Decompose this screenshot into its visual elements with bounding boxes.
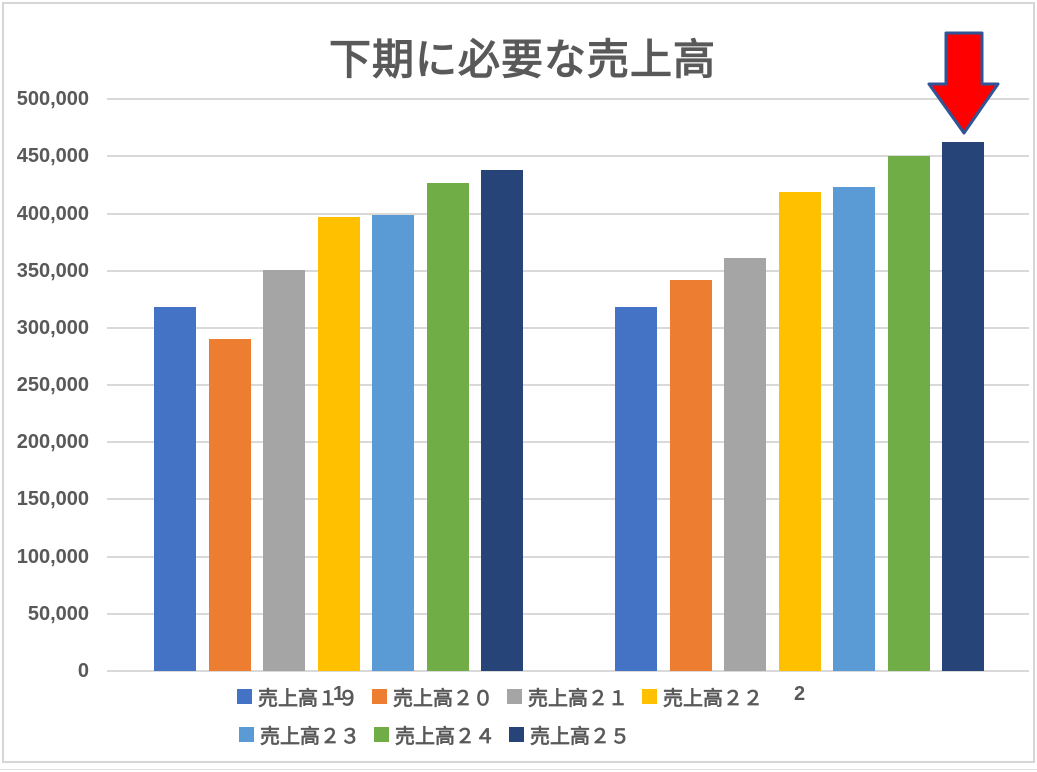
legend-label-売上高１９: 売上高１９ xyxy=(258,688,358,710)
bar-売上高１９-category-2 xyxy=(615,307,657,671)
y-tick-label-250000: 250,000 xyxy=(16,374,89,397)
y-tick-label-0: 0 xyxy=(77,660,89,682)
legend-item-売上高２３: 売上高２３ xyxy=(239,720,360,749)
gridline-400000 xyxy=(107,212,1029,215)
y-tick-label-200000: 200,000 xyxy=(16,431,89,454)
bar-売上高２１-category-1 xyxy=(263,269,305,671)
bar-売上高２５-category-1 xyxy=(481,170,523,671)
legend-item-売上高２２: 売上高２２ xyxy=(642,682,763,711)
chart-title: 下期に必要な売上高 xyxy=(328,36,716,83)
gridline-450000 xyxy=(107,155,1029,158)
gridline-350000 xyxy=(107,269,1029,272)
legend-marker-売上高２４ xyxy=(374,727,389,742)
gridline-0 xyxy=(107,670,1029,672)
legend-marker-売上高２２ xyxy=(642,689,657,704)
bar-売上高２５-category-2 xyxy=(942,141,984,671)
legend-item-売上高２５: 売上高２５ xyxy=(509,720,630,749)
y-tick-label-150000: 150,000 xyxy=(16,488,89,511)
y-tick-label-100000: 100,000 xyxy=(16,545,89,568)
legend-marker-売上高２３ xyxy=(239,727,254,742)
gridline-150000 xyxy=(107,498,1029,501)
legend-marker-売上高１９ xyxy=(237,689,252,704)
legend-marker-売上高２０ xyxy=(372,689,387,704)
gridline-250000 xyxy=(107,384,1029,387)
bar-売上高２４-category-2 xyxy=(887,156,930,671)
legend-marker-売上高２１ xyxy=(507,689,522,704)
screen-bottom-edge xyxy=(0,769,1037,770)
bar-売上高２２-category-2 xyxy=(778,191,821,671)
x-category-label-1: 1 xyxy=(332,683,345,705)
gridline-100000 xyxy=(107,555,1029,558)
legend-item-売上高２４: 売上高２４ xyxy=(374,720,495,749)
bar-売上高２０-category-2 xyxy=(669,279,712,671)
y-tick-label-50000: 50,000 xyxy=(27,602,89,625)
legend-label-売上高２４: 売上高２４ xyxy=(395,726,495,748)
down-arrow-annotation-icon xyxy=(927,31,1000,135)
legend-row-2: 売上高２３ 売上高２４ 売上高２５ xyxy=(239,720,630,749)
bar-売上高２３-category-1 xyxy=(372,214,414,671)
bar-売上高２４-category-1 xyxy=(426,182,469,671)
legend-label-売上高２１: 売上高２１ xyxy=(528,688,628,710)
gridline-50000 xyxy=(107,612,1029,615)
legend-item-売上高２１: 売上高２１ xyxy=(507,682,628,711)
bar-売上高１９-category-1 xyxy=(154,307,196,671)
y-tick-label-500000: 500,000 xyxy=(16,88,89,111)
legend-label-売上高２０: 売上高２０ xyxy=(393,688,493,710)
y-tick-label-300000: 300,000 xyxy=(16,316,89,339)
x-category-label-2: 2 xyxy=(793,683,806,705)
legend-label-売上高２２: 売上高２２ xyxy=(663,688,763,710)
y-tick-label-400000: 400,000 xyxy=(16,202,89,225)
bar-売上高２１-category-2 xyxy=(724,258,766,671)
legend-marker-売上高２５ xyxy=(509,727,524,742)
legend-item-売上高１９: 売上高１９ xyxy=(237,682,358,711)
legend-item-売上高２０: 売上高２０ xyxy=(372,682,493,711)
gridline-300000 xyxy=(107,326,1029,329)
y-tick-label-350000: 350,000 xyxy=(16,259,89,282)
y-tick-label-450000: 450,000 xyxy=(16,145,89,168)
legend-label-売上高２５: 売上高２５ xyxy=(530,726,630,748)
bar-売上高２３-category-2 xyxy=(833,187,875,671)
legend-label-売上高２３: 売上高２３ xyxy=(260,726,360,748)
gridline-200000 xyxy=(107,441,1029,444)
legend-row-1: 売上高１９ 売上高２０ 売上高２１ 売上高２２ xyxy=(237,682,763,711)
gridline-500000 xyxy=(107,98,1029,101)
bar-売上高２０-category-1 xyxy=(208,339,251,671)
bar-売上高２２-category-1 xyxy=(317,217,360,671)
